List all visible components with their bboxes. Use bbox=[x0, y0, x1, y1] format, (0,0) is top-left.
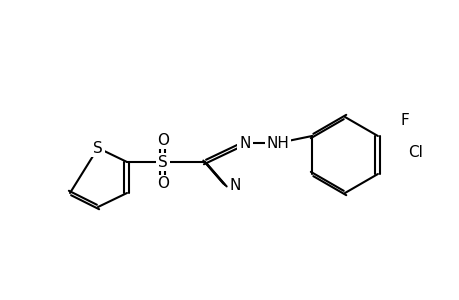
Text: Cl: Cl bbox=[408, 145, 423, 160]
Text: F: F bbox=[400, 112, 409, 128]
Text: O: O bbox=[157, 176, 168, 191]
Text: S: S bbox=[158, 154, 168, 169]
Text: N: N bbox=[230, 178, 241, 193]
Text: O: O bbox=[157, 133, 168, 148]
Text: NH: NH bbox=[266, 136, 289, 151]
Text: S: S bbox=[93, 140, 103, 155]
Text: N: N bbox=[239, 136, 250, 151]
